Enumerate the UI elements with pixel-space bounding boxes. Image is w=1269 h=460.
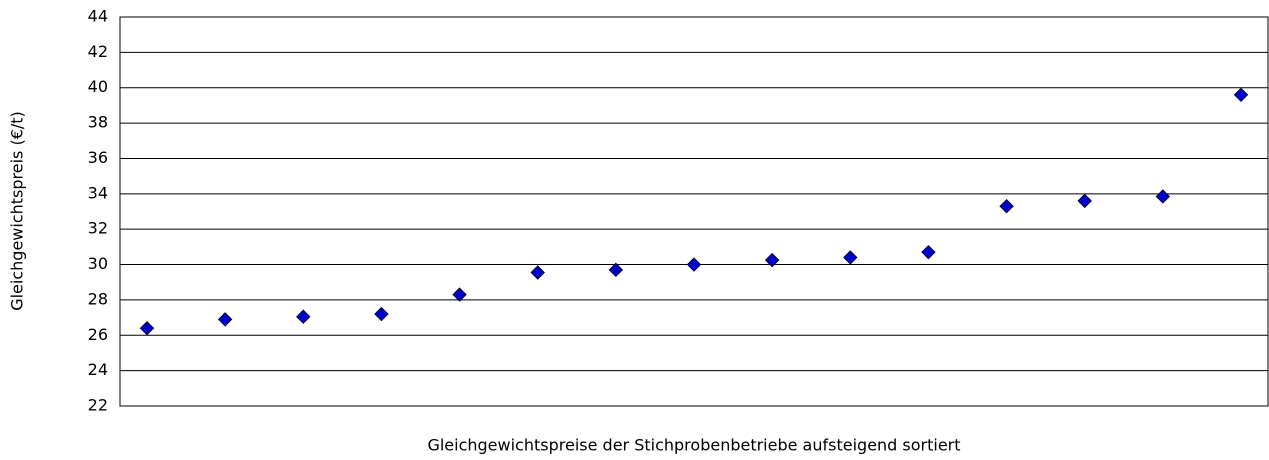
y-tick-label: 40	[88, 77, 108, 96]
data-point	[1233, 87, 1249, 103]
data-point	[999, 198, 1014, 214]
data-point	[1155, 189, 1171, 204]
data-point	[530, 265, 545, 280]
data-point	[686, 257, 702, 272]
data-point	[217, 312, 233, 327]
data-point	[1077, 193, 1092, 209]
y-tick-label: 30	[88, 254, 108, 273]
y-tick-label: 42	[88, 42, 108, 61]
y-tick-label: 22	[88, 396, 108, 415]
y-tick-label: 44	[88, 7, 108, 26]
y-tick-label: 28	[88, 289, 108, 308]
data-point	[764, 252, 780, 268]
data-point	[296, 309, 311, 324]
y-tick-label: 34	[88, 183, 108, 202]
data-point	[452, 287, 467, 302]
data-point	[608, 262, 624, 278]
y-axis-label: Gleichgewichtspreis (€/t)	[8, 111, 27, 311]
y-tick-label: 26	[88, 325, 108, 344]
data-point	[139, 320, 155, 336]
y-tick-label: 36	[88, 148, 108, 167]
data-point	[843, 250, 858, 265]
data-point	[921, 244, 936, 260]
y-tick-label: 24	[88, 360, 108, 379]
x-axis-label: Gleichgewichtspreise der Stichprobenbetr…	[427, 436, 960, 455]
y-tick-label: 32	[88, 219, 108, 238]
y-tick-label: 38	[88, 113, 108, 132]
plot-frame	[119, 16, 1269, 407]
data-point	[374, 306, 389, 322]
